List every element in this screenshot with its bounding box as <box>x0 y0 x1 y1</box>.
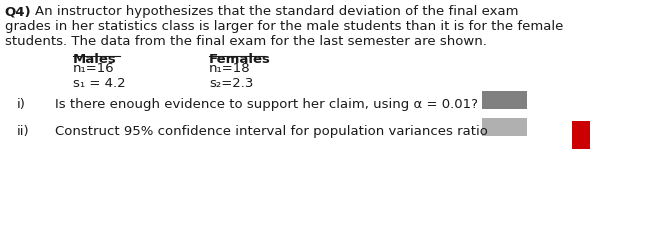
Bar <box>482 92 527 110</box>
Text: Q4): Q4) <box>5 5 31 18</box>
Text: Females: Females <box>209 53 271 66</box>
Text: Is there enough evidence to support her claim, using α = 0.01?: Is there enough evidence to support her … <box>55 98 478 111</box>
Text: s₂=2.3: s₂=2.3 <box>209 77 253 90</box>
Text: n₁=16: n₁=16 <box>73 62 114 75</box>
Text: Males: Males <box>73 53 116 66</box>
Text: n₁=18: n₁=18 <box>209 62 251 75</box>
Text: Construct 95% confidence interval for population variances ratio: Construct 95% confidence interval for po… <box>55 124 487 137</box>
Text: An instructor hypothesizes that the standard deviation of the final exam: An instructor hypothesizes that the stan… <box>34 5 518 18</box>
Bar <box>482 118 527 137</box>
Text: s₁ = 4.2: s₁ = 4.2 <box>73 77 125 90</box>
Text: grades in her statistics class is larger for the male students than it is for th: grades in her statistics class is larger… <box>5 20 563 33</box>
Bar <box>572 121 590 149</box>
Text: i): i) <box>16 98 25 111</box>
Text: students. The data from the final exam for the last semester are shown.: students. The data from the final exam f… <box>5 35 486 48</box>
Text: ii): ii) <box>16 124 29 137</box>
